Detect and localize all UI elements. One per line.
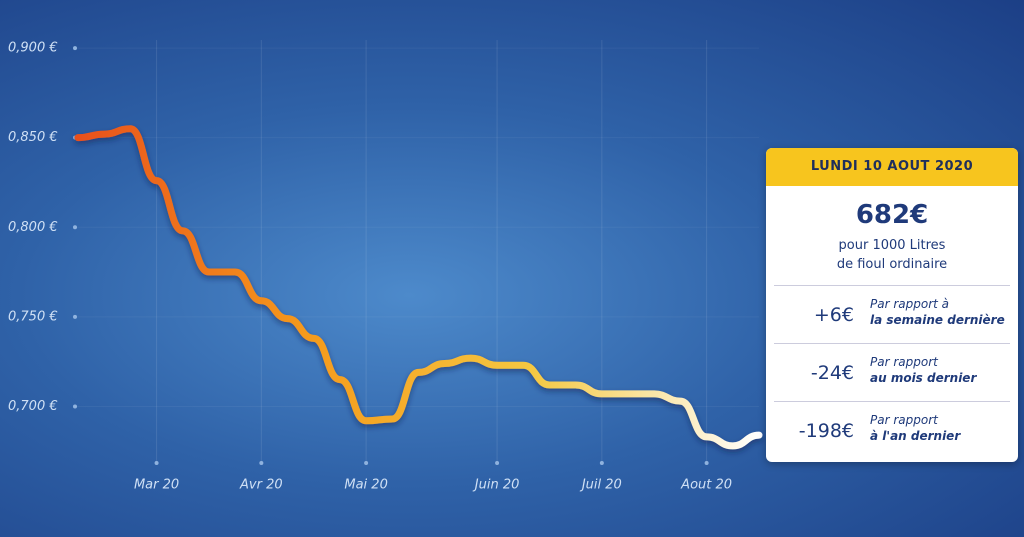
tick-dot bbox=[73, 314, 77, 319]
row-text: au mois dernier bbox=[870, 371, 977, 385]
y-tick-label: 0,800 € bbox=[8, 220, 58, 235]
x-tick-label: Mar 20 bbox=[134, 478, 179, 493]
card-row: -198€ Par rapport à l'an dernier bbox=[774, 401, 1010, 458]
card-row: -24€ Par rapport au mois dernier bbox=[774, 343, 1010, 400]
tick-dot bbox=[704, 461, 709, 465]
x-tick-label: Juil 20 bbox=[579, 478, 622, 493]
tick-dot bbox=[73, 225, 77, 230]
x-tick-label: Mai 20 bbox=[344, 478, 387, 493]
info-card: LUNDI 10 AOUT 2020 682€ pour 1000 Litres… bbox=[766, 148, 1018, 462]
tick-dot bbox=[154, 461, 159, 465]
row-text: la semaine dernière bbox=[870, 313, 1005, 327]
x-tick-label: Avr 20 bbox=[239, 478, 283, 493]
row-text: à l'an dernier bbox=[870, 429, 961, 443]
x-tick-label: Juin 20 bbox=[472, 478, 520, 493]
card-line: pour 1000 Litres bbox=[838, 238, 946, 253]
x-tick-label: Aout 20 bbox=[680, 478, 732, 493]
delta: +6€ bbox=[813, 304, 854, 326]
delta: -24€ bbox=[810, 362, 854, 384]
card-row: +6€ Par rapport à la semaine dernière bbox=[774, 285, 1010, 342]
delta: -198€ bbox=[798, 420, 854, 442]
tick-dot bbox=[259, 461, 264, 465]
card-line: de fioul ordinaire bbox=[836, 257, 948, 272]
tick-dot bbox=[495, 461, 500, 465]
card-date: LUNDI 10 AOUT 2020 bbox=[766, 148, 1018, 186]
y-tick-label: 0,900 € bbox=[8, 41, 58, 56]
tick-dot bbox=[599, 461, 604, 465]
tick-dot bbox=[73, 404, 77, 409]
price-line bbox=[74, 125, 763, 450]
row-text: Par rapport à bbox=[870, 297, 950, 311]
tick-dot bbox=[364, 461, 369, 465]
row-text: Par rapport bbox=[870, 355, 938, 369]
tick-dot bbox=[73, 46, 77, 51]
row-text: Par rapport bbox=[870, 413, 938, 427]
card-price: 682€ bbox=[855, 200, 929, 230]
y-tick-label: 0,750 € bbox=[8, 309, 58, 324]
y-tick-label: 0,700 € bbox=[8, 399, 58, 414]
y-tick-label: 0,850 € bbox=[8, 130, 58, 145]
